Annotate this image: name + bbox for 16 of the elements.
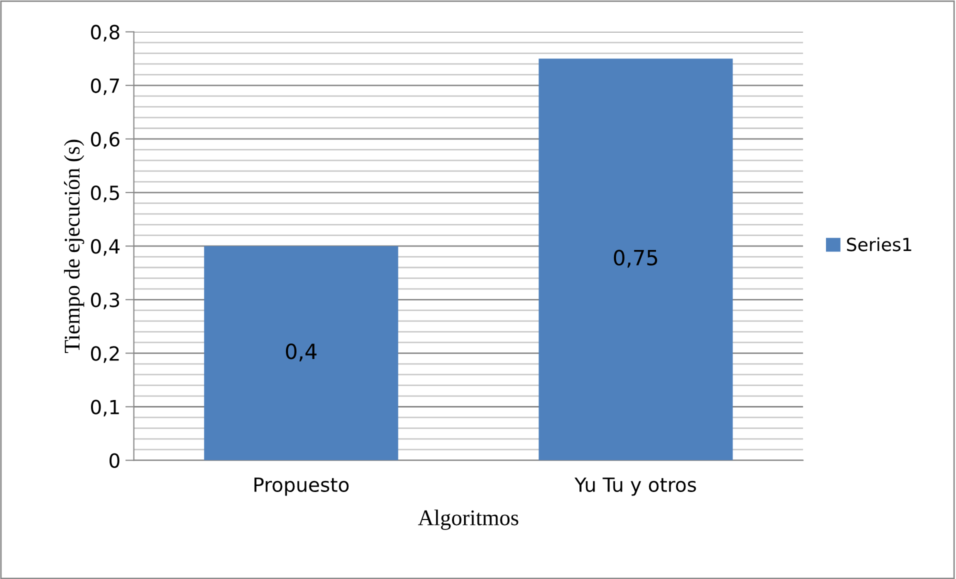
data-label: 0,75 (614, 250, 658, 268)
x-tick-label: Propuesto (254, 478, 349, 496)
y-tick-label: 0,4 (91, 239, 120, 256)
y-tick-label: 0,6 (91, 132, 120, 149)
data-label: 0,4 (286, 343, 317, 362)
y-tick-label: 0,2 (91, 346, 119, 363)
y-tick-label: 0,7 (91, 78, 119, 96)
y-axis-title: Tiempo de ejecución (s) (64, 140, 84, 353)
legend-label: Series1 (847, 237, 912, 252)
y-tick-label: 0,5 (91, 185, 119, 202)
x-tick-label: Yu Tu y otros (574, 478, 696, 496)
y-tick-label: 0 (110, 453, 120, 468)
x-axis-title: Algoritmos (418, 510, 518, 530)
y-tick-label: 0,3 (91, 292, 120, 310)
y-tick-label: 0,8 (91, 24, 120, 42)
y-tick-label: 0,1 (91, 400, 119, 416)
